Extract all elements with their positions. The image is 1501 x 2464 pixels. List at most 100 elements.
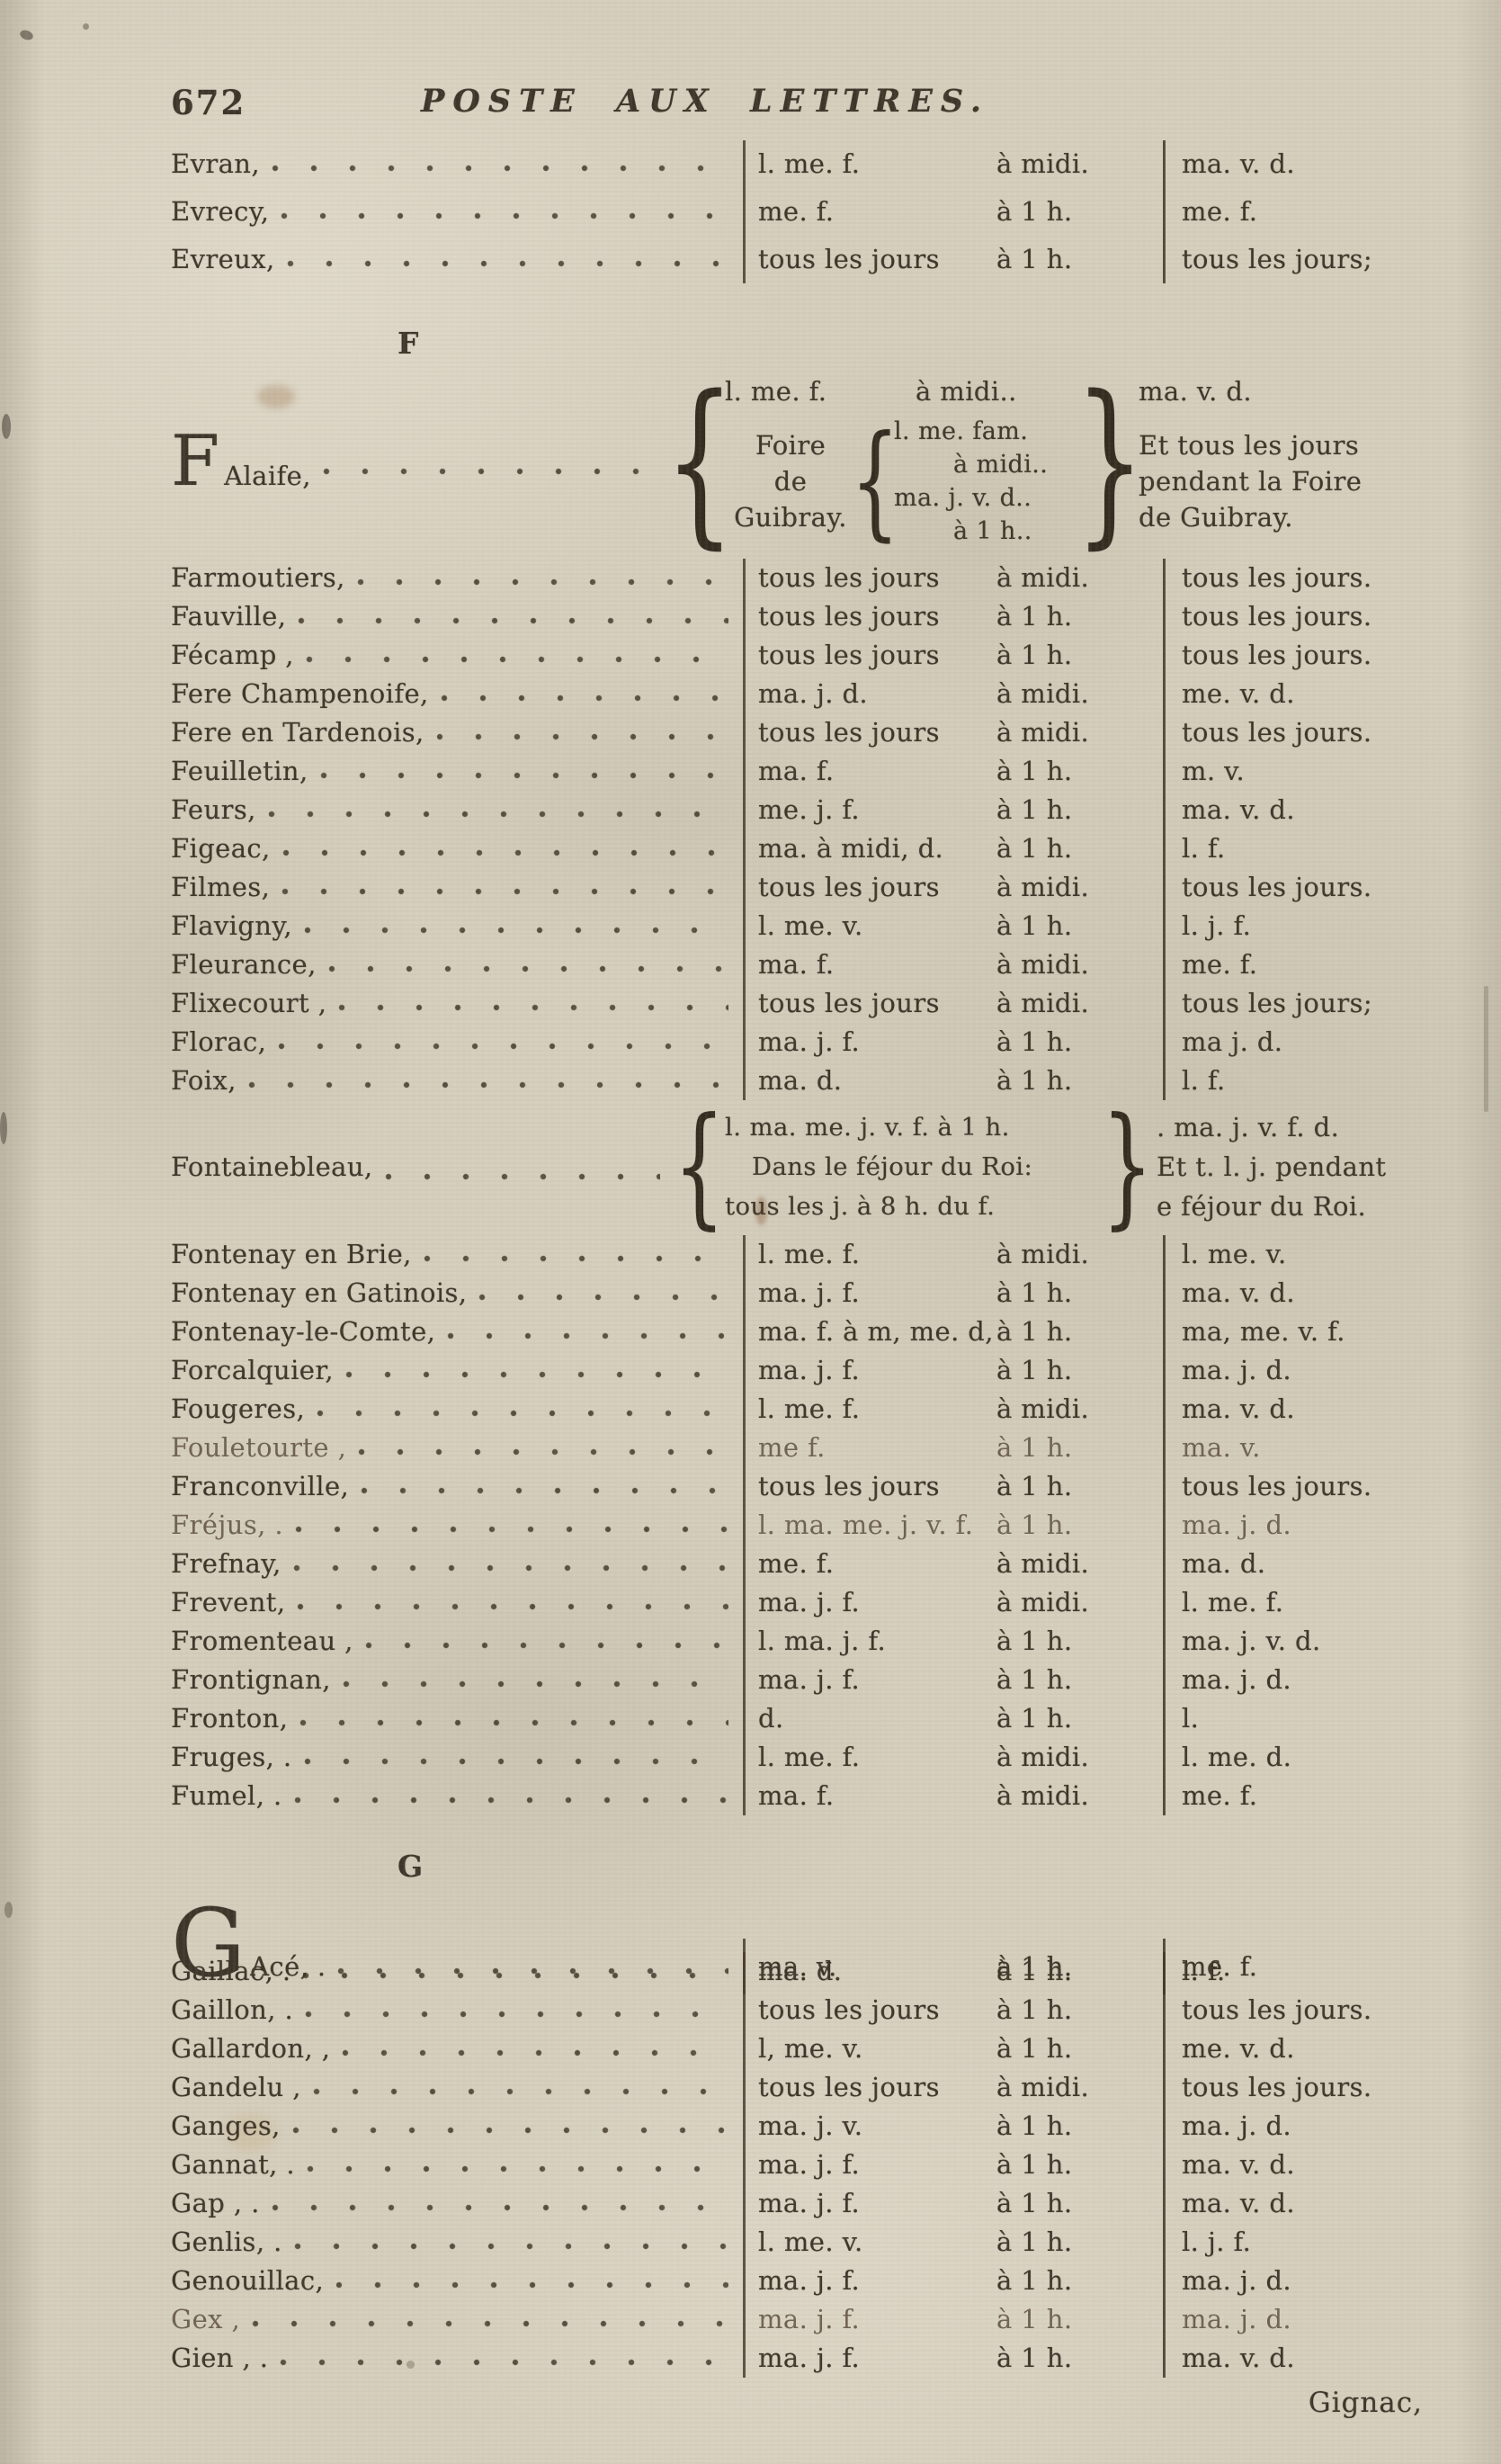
town-name: Evrecy, bbox=[171, 196, 270, 227]
dot-leader bbox=[355, 578, 728, 587]
return-days: l. f. bbox=[1163, 1952, 1457, 1991]
departure-days: l. me. f. bbox=[758, 1742, 861, 1772]
initial-letter: G bbox=[171, 1888, 246, 1998]
name-cell: Fontenay en Brie, bbox=[171, 1235, 743, 1274]
name-cell: Evrecy, bbox=[171, 188, 743, 236]
departure-time: à midi. bbox=[996, 949, 1090, 980]
departure-days: l. me. f. bbox=[758, 148, 861, 179]
dot-leader bbox=[302, 1757, 728, 1766]
return-days: l. me. f. bbox=[1163, 1583, 1457, 1622]
dot-leader bbox=[291, 1564, 728, 1572]
departure-days: tous les jours bbox=[758, 988, 940, 1018]
table-row: Fleurance, ma. f. à midi. me. f. bbox=[171, 945, 1457, 984]
table-row: Farmoutiers, tous les jours à midi. tous le… bbox=[171, 559, 1457, 597]
table-row: Frefnay, me. f. à midi. ma. d. bbox=[171, 1545, 1457, 1583]
town-name: Franconville, bbox=[171, 1471, 350, 1501]
departure-days: tous les jours bbox=[758, 1471, 940, 1501]
departure-days: ma. v. bbox=[758, 1951, 837, 1982]
name-cell: Filmes, bbox=[171, 868, 743, 907]
dot-leader bbox=[281, 848, 728, 857]
departure-time: à midi. bbox=[996, 562, 1090, 593]
town-name: Fougeres, bbox=[171, 1393, 306, 1424]
town-name: Gandelu , bbox=[171, 2072, 301, 2102]
departure-days: ma. f. bbox=[758, 949, 835, 980]
return-days: ma. v. d. bbox=[1139, 376, 1252, 407]
table-row: Fontenay en Brie, l. me. f. à midi. l. me. … bbox=[171, 1235, 1457, 1274]
departure-days: l. ma. j. f. bbox=[758, 1626, 887, 1656]
name-cell: Genlis, . bbox=[171, 2223, 743, 2262]
town-name: Fontainebleau, bbox=[171, 1151, 373, 1182]
dot-leader bbox=[422, 1254, 728, 1263]
town-name: Frefnay, bbox=[171, 1548, 281, 1579]
schedule-cell: ma. f. à midi. bbox=[743, 945, 1163, 984]
table-row: Flavigny, l. me. v. à 1 h. l. j. f. bbox=[171, 907, 1457, 945]
town-name: Fere Champenoife, bbox=[171, 678, 429, 709]
schedule-cell: ma. j. f. à 1 h. bbox=[743, 2339, 1163, 2378]
town-name: Alaife, bbox=[224, 461, 311, 491]
departure-days: me f. bbox=[758, 1432, 826, 1463]
schedule-cell: ma. f. à midi. bbox=[743, 1777, 1163, 1815]
return-days: ma. j. d. bbox=[1163, 2262, 1457, 2300]
name-cell: Fougeres, bbox=[171, 1390, 743, 1429]
departure-days: l. me. f. bbox=[758, 1393, 861, 1424]
schedule-cell: me. f. à 1 h. bbox=[743, 188, 1163, 236]
departure-time: à 1 h. bbox=[996, 244, 1073, 274]
town-name: Frontignan, bbox=[171, 1664, 331, 1695]
table-row: Frontignan, ma. j. f. à 1 h. ma. j. d. bbox=[171, 1661, 1457, 1699]
dot-leader bbox=[301, 1971, 728, 1980]
table-row: Gallardon, , l, me. v. à 1 h. me. v. d. bbox=[171, 2029, 1457, 2068]
name-cell: Gannat, . bbox=[171, 2146, 743, 2184]
departure-days: l. me. v. bbox=[758, 910, 863, 941]
fontainebleau-entry: Fontainebleau, l. ma. me. j. v. f. à 1 h.… bbox=[171, 1102, 1457, 1232]
fair-label-line: Guibray. bbox=[734, 502, 847, 533]
town-name: Evreux, bbox=[171, 244, 275, 274]
name-cell: Fréjus, . bbox=[171, 1506, 743, 1545]
schedule-cell: tous les jours à midi. bbox=[743, 713, 1163, 752]
return-days: tous les jours. bbox=[1163, 1991, 1457, 2029]
return-days: ma. v. d. bbox=[1163, 2146, 1457, 2184]
return-days: me. f. bbox=[1163, 945, 1457, 984]
return-days: ma. v. d. bbox=[1163, 1390, 1457, 1429]
brace-left bbox=[675, 372, 725, 551]
fair-schedule-line: à midi.. bbox=[953, 451, 1049, 479]
return-days: ma. v. d. bbox=[1163, 140, 1457, 188]
schedule-line: l. ma. me. j. v. f. à 1 h. bbox=[725, 1113, 1010, 1142]
departure-time: à 1 h. bbox=[996, 1355, 1073, 1385]
dot-leader bbox=[326, 964, 728, 973]
name-cell: Feurs, bbox=[171, 791, 743, 829]
name-cell: Fleurance, bbox=[171, 945, 743, 984]
departure-time: à 1 h. bbox=[996, 1432, 1073, 1463]
departure-time: à 1 h. bbox=[996, 1951, 1073, 1982]
departure-days: ma. j. f. bbox=[758, 1026, 861, 1057]
departure-days: l. me. f. bbox=[758, 1239, 861, 1269]
rule-extension bbox=[171, 283, 1457, 314]
name-cell: Flixecourt , bbox=[171, 984, 743, 1023]
fair-sub-block: Foire de Guibray. l. me. fam. à midi.. ma. j.… bbox=[725, 411, 1085, 551]
schedule-cell: ma. j. d. à midi. bbox=[743, 675, 1163, 713]
return-days: ma. v. d. bbox=[1163, 2339, 1457, 2378]
departure-time: à 1 h. bbox=[996, 2265, 1073, 2296]
section-letter: G bbox=[398, 1849, 424, 1884]
departure-days: ma. d. bbox=[758, 1956, 843, 1986]
departure-time: à midi. bbox=[996, 717, 1090, 748]
return-days: ma. v. d. bbox=[1163, 1274, 1457, 1313]
name-cell: Fruges, . bbox=[171, 1738, 743, 1777]
dot-leader bbox=[304, 655, 728, 664]
town-name: Gallardon, , bbox=[171, 2033, 331, 2064]
return-days: tous les jours. bbox=[1163, 559, 1457, 597]
table-row: Frevent, ma. j. f. à midi. l. me. f. bbox=[171, 1583, 1457, 1622]
departure-days: ma. f. bbox=[758, 1780, 835, 1811]
return-days: ma j. d. bbox=[1163, 1023, 1457, 1062]
dot-leader bbox=[299, 1718, 728, 1727]
return-days: me. v. d. bbox=[1163, 2029, 1457, 2068]
dot-leader bbox=[251, 2319, 728, 2328]
schedule-cell: l. me. v. à 1 h. bbox=[743, 2223, 1163, 2262]
name-cell: Florac, bbox=[171, 1023, 743, 1062]
table-row: Flixecourt , tous les jours à midi. tous le… bbox=[171, 984, 1457, 1023]
schedule-cell: ma. f. à m, me. d, à 1 h. bbox=[743, 1313, 1163, 1351]
schedule-cell: l. me. f. à midi. bbox=[743, 140, 1163, 188]
return-days: me. f. bbox=[1163, 1777, 1457, 1815]
table-row: Fougeres, l. me. f. à midi. ma. v. d. bbox=[171, 1390, 1457, 1429]
table-row: Forcalquier, ma. j. f. à 1 h. ma. j. d. bbox=[171, 1351, 1457, 1390]
table-row: Fronton, d. à 1 h. l. bbox=[171, 1699, 1457, 1738]
